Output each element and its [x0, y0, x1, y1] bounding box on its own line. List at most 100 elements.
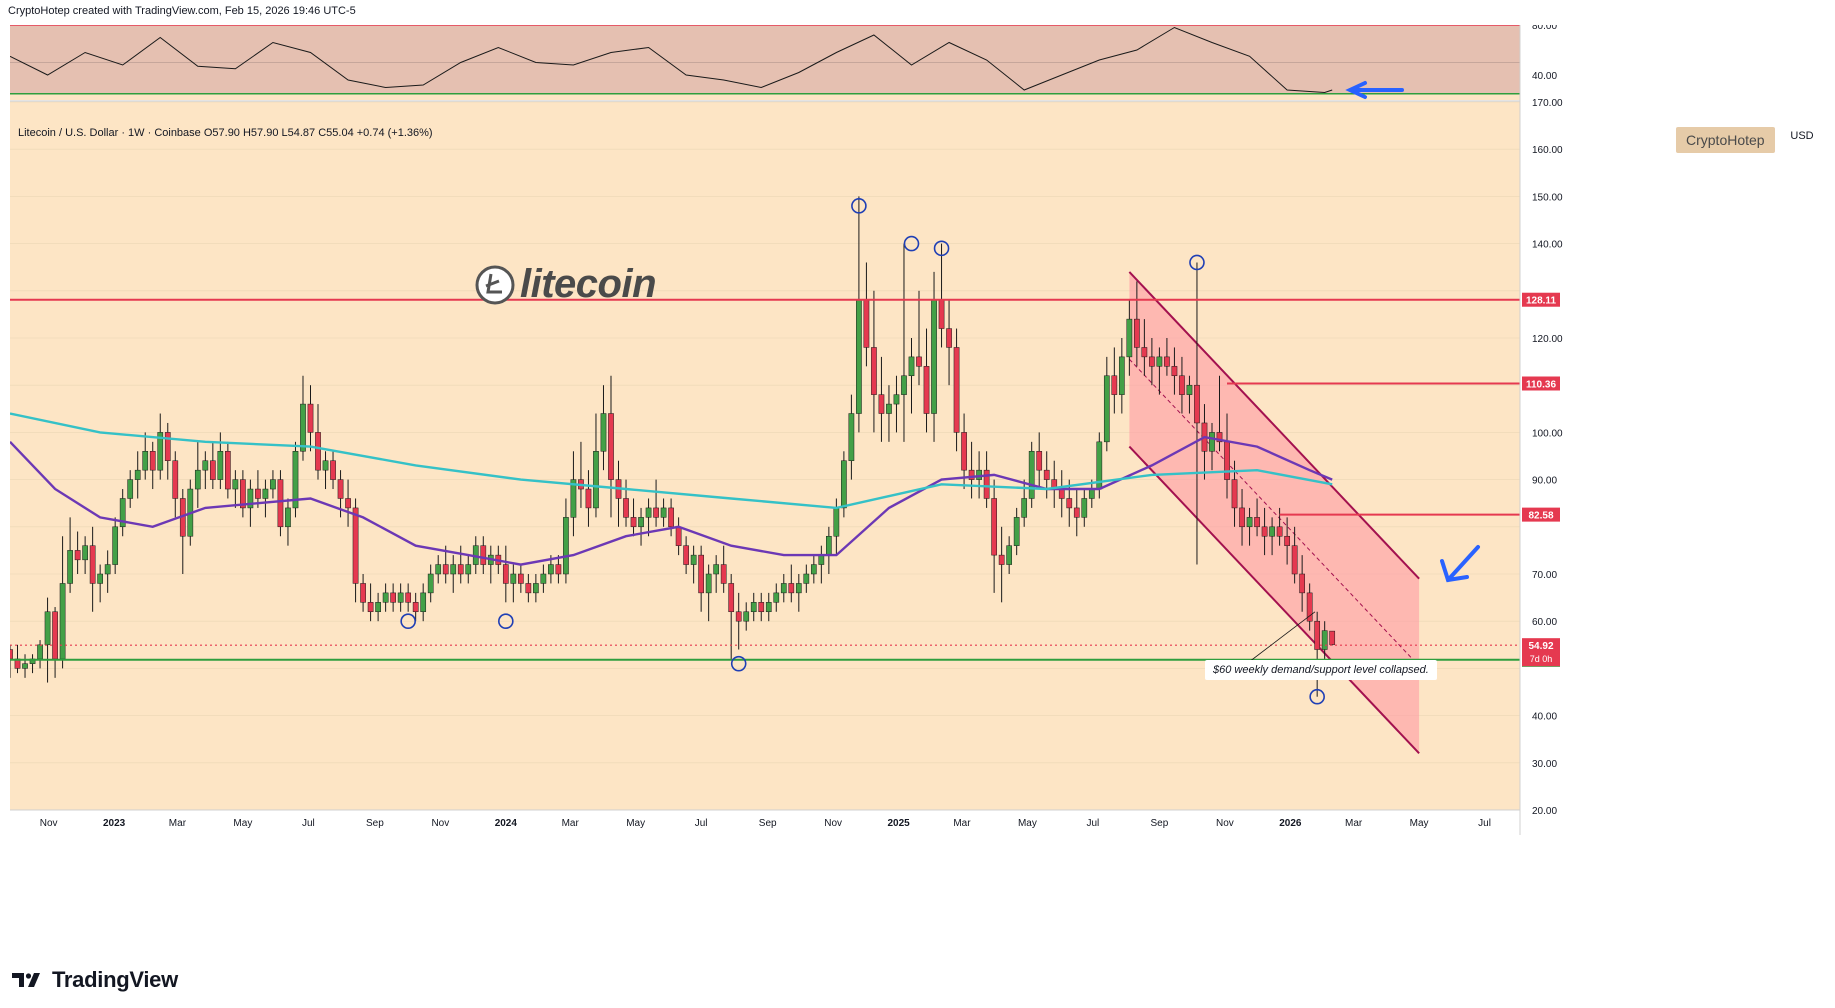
candle-body-140: [1058, 488, 1065, 499]
level-label-bg-0: [1522, 292, 1560, 307]
litecoin-logo: litecoin: [474, 262, 657, 307]
litecoin-wordmark: litecoin: [520, 262, 657, 306]
tradingview-logo[interactable]: TradingView: [12, 967, 178, 993]
candle-body-149: [1126, 318, 1133, 358]
candle-body-63: [480, 545, 487, 565]
price-tick-8: 100.00: [1532, 428, 1563, 439]
candle-body-37: [285, 507, 291, 528]
candle-body-45: [345, 498, 351, 509]
price-tick-13: 150.00: [1532, 192, 1563, 203]
oscillator-line: [10, 26, 1333, 94]
candle-body-53: [405, 592, 412, 603]
tradingview-icon: [12, 973, 40, 987]
level-label-2: 82.58: [1528, 511, 1553, 522]
candle-body-173: [1306, 592, 1313, 622]
time-tick-15: May: [1018, 818, 1037, 829]
candle-body-10: [82, 545, 88, 561]
candle-body-2: [22, 663, 28, 669]
candle-body-0: [10, 649, 13, 660]
chart-attribution: CryptoHotep created with TradingView.com…: [8, 5, 356, 17]
oscillator-arrow: [1345, 81, 1404, 99]
candle-body-71: [540, 573, 547, 584]
candle-body-26: [202, 460, 209, 471]
candle-body-113: [856, 299, 862, 414]
candle-body-152: [1149, 356, 1155, 367]
candle-body-87: [660, 507, 667, 518]
candle-body-108: [818, 554, 825, 565]
candle-body-92: [698, 554, 704, 594]
candle-body-167: [1261, 526, 1268, 537]
candle-body-96: [728, 583, 735, 613]
candle-body-116: [878, 394, 885, 414]
candle-body-86: [653, 507, 659, 518]
level-sublabel-4: 7d 0h: [1530, 654, 1553, 664]
price-tick-7: 90.00: [1532, 476, 1557, 487]
price-tick-4: 60.00: [1532, 617, 1557, 628]
candle-body-83: [630, 517, 637, 528]
candle-body-137: [1036, 451, 1043, 471]
candle-body-158: [1194, 384, 1200, 424]
candle-body-5: [44, 611, 51, 646]
candle-body-31: [240, 479, 246, 509]
candle-body-142: [1073, 507, 1080, 518]
candle-body-55: [420, 592, 427, 613]
time-tick-8: Mar: [562, 818, 580, 829]
candle-body-32: [247, 488, 254, 509]
candle-body-131: [991, 498, 997, 556]
level-label-bg-4: [1522, 638, 1560, 667]
channel-midline: [1128, 358, 1420, 667]
candle-body-85: [645, 507, 652, 518]
candle-body-162: [1224, 441, 1230, 480]
candle-body-132: [998, 554, 1005, 565]
candle-body-58: [442, 564, 449, 575]
symbol-legend: Litecoin / U.S. Dollar · 1W · Coinbase O…: [18, 127, 433, 139]
level-label-bg-1: [1522, 376, 1560, 391]
time-tick-11: Sep: [759, 818, 777, 829]
price-tick-14: 160.00: [1532, 145, 1563, 156]
oscillator-tick-0: 80.00: [1532, 25, 1557, 32]
time-tick-19: 2026: [1279, 818, 1302, 829]
candle-body-124: [938, 299, 945, 329]
time-tick-7: 2024: [495, 818, 518, 829]
candle-body-134: [1013, 517, 1020, 546]
candle-body-128: [968, 469, 975, 480]
candle-body-78: [593, 451, 599, 509]
time-tick-1: 2023: [103, 818, 126, 829]
candle-body-97: [735, 611, 742, 622]
candle-body-94: [713, 564, 720, 575]
candle-body-111: [841, 460, 847, 509]
candle-body-135: [1021, 498, 1028, 518]
candle-body-42: [322, 460, 329, 471]
currency-selector[interactable]: USD: [1782, 121, 1822, 151]
candle-body-106: [803, 573, 810, 584]
candle-body-74: [563, 517, 569, 575]
candle-body-102: [773, 592, 780, 603]
time-tick-3: May: [233, 818, 252, 829]
pivot-marker-0: [400, 613, 416, 630]
candle-body-114: [863, 299, 870, 348]
candle-body-22: [172, 460, 179, 499]
time-tick-2: Mar: [169, 818, 187, 829]
candle-body-29: [225, 451, 231, 490]
candle-body-90: [683, 545, 689, 565]
candle-body-169: [1276, 526, 1283, 537]
candle-body-25: [194, 469, 201, 490]
time-tick-22: Jul: [1478, 818, 1491, 829]
price-chart[interactable]: 80.0040.00128.11110.3682.5851.8254.927d …: [10, 25, 1825, 950]
candle-body-18: [142, 451, 149, 471]
candle-body-75: [570, 479, 577, 518]
level-label-4: 54.92: [1528, 641, 1553, 652]
candle-body-121: [916, 356, 922, 367]
time-tick-4: Jul: [302, 818, 315, 829]
time-tick-10: Jul: [695, 818, 708, 829]
candle-body-117: [886, 403, 892, 414]
candle-body-60: [457, 564, 464, 575]
candle-body-99: [750, 602, 757, 613]
candle-body-150: [1134, 318, 1140, 348]
level-label-0: 128.11: [1526, 296, 1556, 307]
candle-body-14: [112, 526, 119, 565]
candle-body-17: [134, 469, 141, 480]
candle-body-70: [533, 583, 539, 594]
candle-body-156: [1179, 375, 1185, 395]
price-tick-2: 40.00: [1532, 712, 1557, 723]
